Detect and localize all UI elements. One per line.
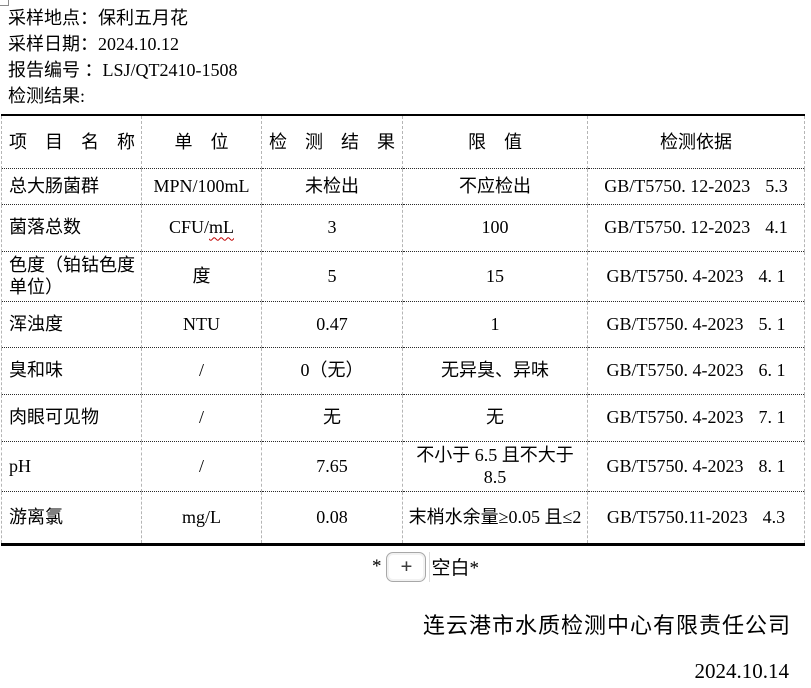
cell-item-name: 臭和味 xyxy=(1,347,142,395)
cell-result: 未检出 xyxy=(261,168,403,205)
blank-note-text: 空白* xyxy=(431,558,479,579)
cell-limit: 1 xyxy=(402,301,588,348)
cell-item-name: 浑浊度 xyxy=(1,301,142,348)
cell-basis: GB/T5750.11-2023 4.3 xyxy=(587,491,805,544)
cell-basis: GB/T5750. 4-2023 7. 1 xyxy=(587,394,805,442)
report-number-line: 报告编号 ：LSJ/QT2410-1508 xyxy=(8,57,811,83)
report-date: 2024.10.14 xyxy=(694,658,790,683)
company-name: 连云港市水质检测中心有限责任公司 xyxy=(422,612,791,638)
cell-result: 0.08 xyxy=(261,491,403,544)
broken-image-placeholder-icon[interactable]: + xyxy=(386,551,427,582)
table-row: 色度（铂钴色度单位） 度 5 15 GB/T5750. 4-2023 4. 1 xyxy=(1,251,805,302)
table-row: 肉眼可见物 / 无 无 GB/T5750. 4-2023 7. 1 xyxy=(1,394,805,442)
basis-standard: GB/T5750. 12-2023 xyxy=(604,217,751,238)
cell-basis: GB/T5750. 12-2023 4.1 xyxy=(587,204,805,252)
results-heading: 检测结果: xyxy=(8,86,86,106)
sampling-location-value: 保利五月花 xyxy=(98,8,188,28)
col-header-item-name: 项 目 名 称 xyxy=(1,115,142,169)
cell-result: 7.65 xyxy=(261,441,403,492)
cell-limit: 不应检出 xyxy=(402,168,588,205)
col-header-result: 检 测 结 果 xyxy=(261,115,403,169)
blank-note-prefix: * xyxy=(371,555,382,577)
cell-basis: GB/T5750. 4-2023 8. 1 xyxy=(587,441,805,492)
col-header-basis: 检测依据 xyxy=(587,115,805,169)
sampling-date-line: 采样日期：2024.10.12 xyxy=(8,31,811,57)
unit-misspelled-text: mL xyxy=(209,217,235,238)
basis-standard: GB/T5750.11-2023 xyxy=(606,506,748,527)
broken-image-frame: + xyxy=(386,551,431,582)
basis-clause: 4.1 xyxy=(765,217,788,238)
basis-clause: 5.3 xyxy=(765,175,788,196)
cell-result: 0.47 xyxy=(261,301,403,348)
basis-clause: 5. 1 xyxy=(758,313,786,334)
report-header: 采样地点：保利五月花 采样日期：2024.10.12 报告编号 ：LSJ/QT2… xyxy=(0,0,811,109)
cell-basis: GB/T5750. 4-2023 6. 1 xyxy=(587,347,805,395)
blank-note-line: * + 空白* xyxy=(0,551,811,582)
cell-limit: 15 xyxy=(402,251,588,302)
cell-unit: / xyxy=(141,347,262,395)
basis-standard: GB/T5750. 4-2023 xyxy=(606,455,744,476)
cell-unit: / xyxy=(141,394,262,442)
results-table: 项 目 名 称 单 位 检 测 结 果 限 值 检测依据 总大肠菌群 MPN/1… xyxy=(1,114,805,546)
basis-clause: 6. 1 xyxy=(758,360,786,381)
sampling-date-value: 2024.10.12 xyxy=(98,34,179,54)
cell-result: 无 xyxy=(261,394,403,442)
table-row: pH / 7.65 不小于 6.5 且不大于 8.5 GB/T5750. 4-2… xyxy=(1,441,805,492)
sampling-date-label: 采样日期： xyxy=(8,34,98,54)
cell-limit: 不小于 6.5 且不大于 8.5 xyxy=(402,441,588,492)
basis-clause: 7. 1 xyxy=(758,407,786,428)
unit-prefix: CFU/ xyxy=(168,217,210,238)
basis-clause: 4. 1 xyxy=(758,265,786,286)
cell-item-name: 色度（铂钴色度单位） xyxy=(1,251,142,302)
cell-unit: mg/L xyxy=(141,491,262,544)
cell-unit: NTU xyxy=(141,301,262,348)
basis-standard: GB/T5750. 4-2023 xyxy=(606,407,744,428)
basis-clause: 8. 1 xyxy=(758,455,786,476)
basis-standard: GB/T5750. 4-2023 xyxy=(606,360,744,381)
cell-result: 5 xyxy=(261,251,403,302)
cell-result: 3 xyxy=(261,204,403,252)
basis-standard: GB/T5750. 4-2023 xyxy=(606,313,744,334)
sampling-location-line: 采样地点：保利五月花 xyxy=(8,5,811,31)
basis-clause: 4.3 xyxy=(762,506,786,527)
cell-limit: 末梢水余量≥0.05 且≤2 xyxy=(402,491,588,544)
cell-item-name: pH xyxy=(1,441,142,492)
cell-basis: GB/T5750. 12-2023 5.3 xyxy=(587,168,805,205)
cell-basis: GB/T5750. 4-2023 4. 1 xyxy=(587,251,805,302)
col-header-limit: 限 值 xyxy=(402,115,588,169)
cell-basis: GB/T5750. 4-2023 5. 1 xyxy=(587,301,805,348)
cell-item-name: 菌落总数 xyxy=(1,204,142,252)
basis-standard: GB/T5750. 12-2023 xyxy=(604,175,751,196)
table-row: 臭和味 / 0（无） 无异臭、异味 GB/T5750. 4-2023 6. 1 xyxy=(1,347,805,395)
sampling-location-label: 采样地点： xyxy=(8,8,98,28)
cell-limit: 无异臭、异味 xyxy=(402,347,588,395)
basis-standard: GB/T5750. 4-2023 xyxy=(606,265,744,286)
cell-item-name: 肉眼可见物 xyxy=(1,394,142,442)
cell-item-name: 总大肠菌群 xyxy=(1,168,142,205)
cell-unit: MPN/100mL xyxy=(141,168,262,205)
table-row: 浑浊度 NTU 0.47 1 GB/T5750. 4-2023 5. 1 xyxy=(1,301,805,348)
report-number-label: 报告编号 ： xyxy=(8,60,103,80)
table-row: 游离氯 mg/L 0.08 末梢水余量≥0.05 且≤2 GB/T5750.11… xyxy=(1,491,805,544)
table-row: 总大肠菌群 MPN/100mL 未检出 不应检出 GB/T5750. 12-20… xyxy=(1,168,805,205)
table-row: 菌落总数 CFU/mL 3 100 GB/T5750. 12-2023 4.1 xyxy=(1,204,805,252)
cell-limit: 100 xyxy=(402,204,588,252)
report-number-value: LSJ/QT2410-1508 xyxy=(102,60,238,80)
cell-result: 0（无） xyxy=(261,347,403,395)
cell-unit: 度 xyxy=(141,251,262,302)
col-header-unit: 单 位 xyxy=(141,115,262,169)
cell-item-name: 游离氯 xyxy=(1,491,142,544)
cell-unit: CFU/mL xyxy=(141,204,262,252)
cell-limit: 无 xyxy=(402,394,588,442)
cell-unit: / xyxy=(141,441,262,492)
table-header-row: 项 目 名 称 单 位 检 测 结 果 限 值 检测依据 xyxy=(1,115,805,169)
corner-artifact xyxy=(0,0,9,6)
